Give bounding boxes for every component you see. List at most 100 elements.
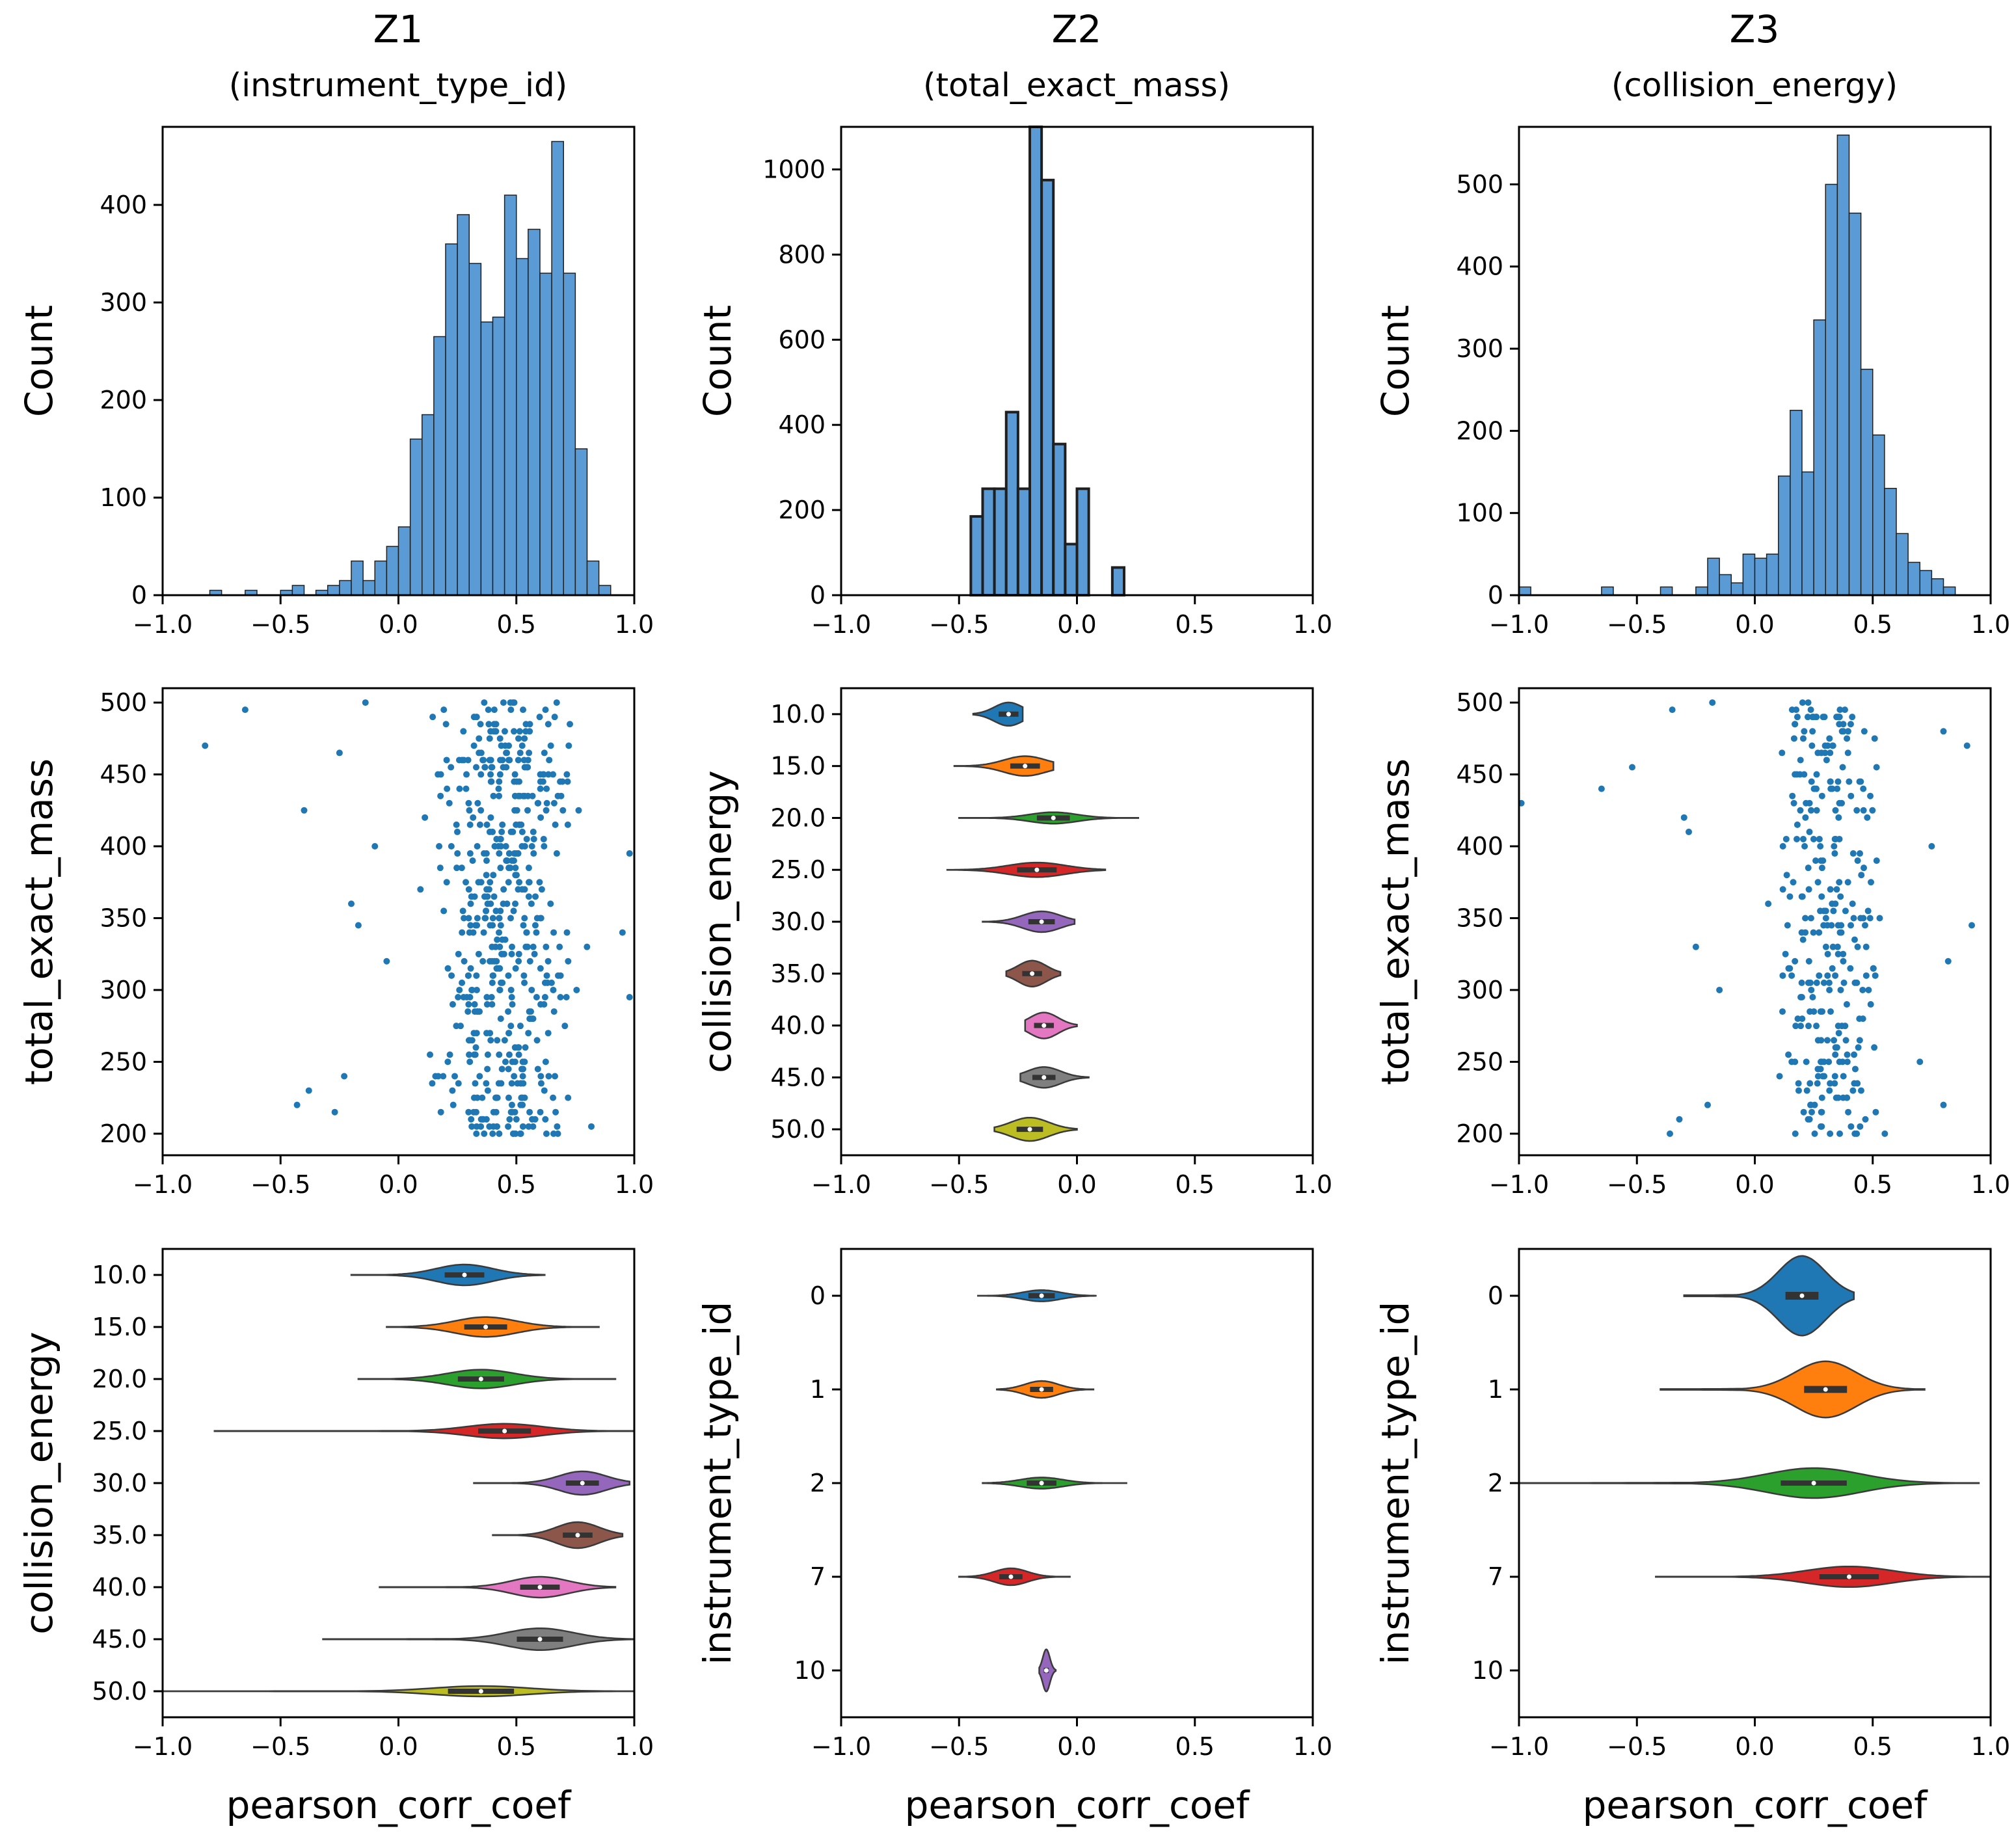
scatter-point	[489, 979, 496, 986]
scatter-point	[498, 950, 505, 958]
histogram-bar	[586, 560, 600, 596]
col-title-z3: Z3	[1730, 7, 1780, 51]
scatter-point	[459, 979, 466, 986]
scatter-point	[1824, 950, 1831, 958]
violin-median-point	[1042, 1023, 1047, 1028]
scatter-point	[508, 1101, 515, 1108]
scatter-point	[491, 843, 498, 850]
histogram-bar	[993, 487, 1008, 597]
scatter-point	[1809, 993, 1816, 1000]
scatter-point	[435, 771, 442, 778]
scatter-point	[429, 714, 437, 721]
scatter-point	[552, 1108, 559, 1116]
scatter-point	[1854, 857, 1861, 864]
y-tick-label: 1	[810, 1375, 826, 1404]
scatter-point	[1704, 1101, 1711, 1108]
y-tick-label: 250	[100, 1047, 147, 1076]
scatter-point	[508, 993, 515, 1000]
scatter-point	[463, 785, 470, 792]
scatter-point	[1836, 1058, 1843, 1065]
scatter-point	[540, 835, 547, 842]
x-tick-label: 0.0	[1057, 1170, 1096, 1199]
y-tick-label: 1000	[762, 155, 826, 183]
scatter-point	[1859, 1015, 1866, 1023]
histogram-bar	[563, 273, 576, 596]
scatter-point	[1667, 1130, 1673, 1137]
scatter-point	[537, 1001, 544, 1008]
scatter-point	[1869, 807, 1876, 814]
violin-median-point	[1799, 1293, 1805, 1298]
scatter-point	[499, 757, 506, 764]
y-tick-label: 0	[810, 1281, 826, 1310]
scatter-point	[1818, 1123, 1825, 1130]
scatter-point	[1843, 1001, 1850, 1008]
violin-median-point	[1006, 712, 1011, 717]
scatter-point	[1861, 922, 1868, 929]
scatter-point	[1716, 986, 1723, 993]
y-tick-label: 10	[1472, 1656, 1503, 1685]
scatter-point	[1836, 706, 1844, 714]
scatter-point	[1825, 979, 1833, 986]
scatter-point	[515, 950, 522, 958]
x-tick-label: −0.5	[250, 610, 310, 639]
y-axis-label: Count	[17, 305, 61, 417]
scatter-point	[1818, 857, 1825, 864]
scatter-point	[550, 771, 557, 778]
scatter-point	[1844, 879, 1851, 886]
scatter-point	[533, 929, 540, 936]
x-tick-label: −0.5	[1607, 1732, 1667, 1761]
scatter-point	[541, 749, 548, 757]
scatter-point	[505, 1008, 512, 1015]
scatter-point	[542, 706, 549, 714]
histogram-bar	[1931, 578, 1944, 596]
scatter-point	[1821, 1073, 1828, 1080]
scatter-point	[465, 886, 472, 893]
scatter-point	[487, 814, 494, 821]
scatter-point	[490, 792, 497, 799]
scatter-point	[1826, 735, 1833, 742]
scatter-point	[1829, 785, 1836, 792]
scatter-point	[497, 864, 504, 872]
scatter-point	[1782, 950, 1789, 958]
scatter-point	[516, 879, 523, 886]
scatter-point	[545, 771, 552, 778]
scatter-point	[444, 1058, 451, 1065]
x-tick-label: −1.0	[811, 1732, 871, 1761]
scatter-point	[1851, 936, 1858, 943]
scatter-point	[1785, 1051, 1792, 1058]
scatter-point	[1857, 850, 1864, 857]
scatter-point	[1827, 1008, 1835, 1015]
histogram-bar	[1719, 574, 1732, 596]
histogram-bar	[291, 585, 305, 596]
scatter-point	[518, 821, 525, 828]
scatter-point	[1853, 807, 1861, 814]
x-tick-label: −1.0	[811, 610, 871, 639]
scatter-point	[440, 706, 448, 714]
scatter-point	[550, 1130, 558, 1137]
y-tick-label: 100	[100, 483, 147, 512]
scatter-point	[336, 749, 343, 757]
scatter-point	[443, 879, 450, 886]
violin-median-point	[1039, 1293, 1044, 1298]
y-axis-label: total_exact_mass	[1373, 758, 1418, 1085]
scatter-point	[550, 1008, 558, 1015]
scatter-point	[520, 792, 527, 799]
scatter-point	[496, 778, 503, 785]
scatter-point	[490, 1123, 497, 1130]
scatter-point	[509, 1001, 516, 1008]
scatter-point	[544, 1030, 552, 1037]
scatter-point	[1799, 835, 1807, 842]
y-tick-label: 25.0	[770, 855, 826, 884]
scatter-point	[515, 757, 522, 764]
scatter-point	[531, 922, 539, 929]
scatter-point	[1798, 979, 1805, 986]
scatter-point	[489, 1130, 496, 1137]
y-tick-label: 40.0	[770, 1011, 826, 1040]
x-tick-label: 0.5	[497, 1170, 536, 1199]
scatter-point	[1789, 792, 1796, 799]
scatter-point	[1866, 915, 1874, 922]
scatter-point	[499, 936, 506, 943]
scatter-point	[1857, 778, 1864, 785]
histogram-bar	[574, 448, 588, 596]
x-tick-label: 1.0	[1971, 1170, 2010, 1199]
